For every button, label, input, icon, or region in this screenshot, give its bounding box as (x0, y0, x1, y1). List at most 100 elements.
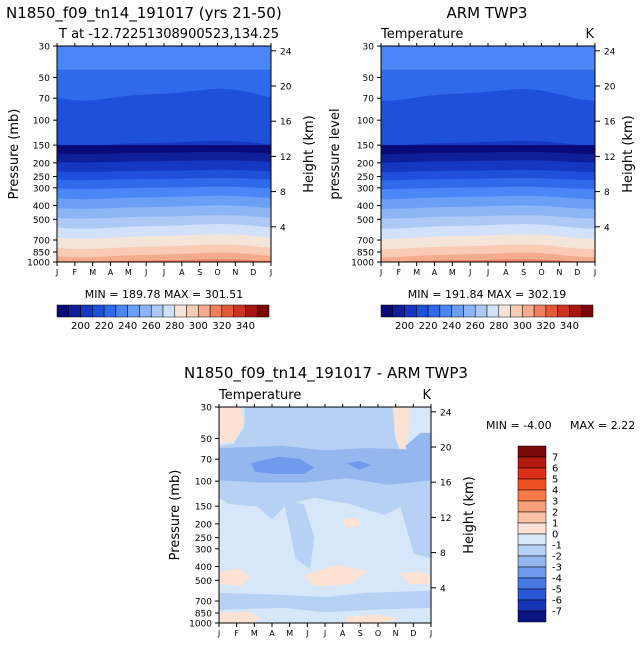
colorbar-swatch (517, 610, 547, 623)
colorbar-swatch (416, 304, 429, 318)
colorbar-label: 6 (552, 464, 558, 475)
y2-tick-label: 12 (604, 153, 615, 163)
x-tick-label: D (250, 268, 256, 277)
contour-band (303, 564, 368, 587)
colorbar-label: 300 (513, 321, 532, 332)
colorbar-swatch (517, 577, 547, 590)
x-tick-label: J (429, 629, 432, 638)
colorbar-label: 240 (442, 321, 461, 332)
panel-diff-stats-max: MAX = 2.22 (570, 419, 635, 432)
colorbar-swatch (439, 304, 452, 318)
x-tick-label: A (340, 629, 346, 638)
panel-diff-contours (219, 407, 431, 623)
y2-tick-label: 12 (280, 153, 291, 163)
x-tick-label: D (574, 268, 580, 277)
y2-tick-label: 24 (604, 47, 616, 57)
y-tick-label: 300 (357, 184, 374, 194)
colorbar-swatch (517, 533, 547, 546)
colorbar-swatch (533, 304, 547, 318)
x-tick-label: M (89, 268, 96, 277)
contour-band (399, 571, 431, 585)
colorbar-label: 260 (142, 321, 161, 332)
colorbar-swatch (517, 500, 547, 513)
panel-diff-ylabel: Pressure (mb) (168, 470, 183, 561)
x-tick-label: A (179, 268, 185, 277)
colorbar-label: 340 (560, 321, 579, 332)
panel-obs-title: ARM TWP3 (447, 4, 528, 22)
contour-band (381, 259, 595, 262)
y-tick-label: 1000 (27, 259, 50, 269)
panel-diff-right-label: K (422, 388, 431, 403)
colorbar-label: -1 (552, 541, 562, 552)
y-tick-label: 850 (357, 248, 374, 258)
y-tick-label: 50 (39, 74, 51, 84)
panel-obs: ARM TWP3 Temperature K J F M A M J J A S O N D J 30 50… (328, 4, 636, 332)
y2-tick-label: 8 (440, 549, 446, 559)
x-tick-label: J (269, 268, 272, 277)
contour-band (392, 407, 410, 451)
colorbar-swatch (517, 588, 547, 601)
x-tick-label: M (286, 629, 293, 638)
y-tick-label: 700 (33, 237, 50, 247)
colorbar-swatch (463, 304, 476, 318)
x-tick-label: F (73, 268, 78, 277)
x-tick-label: M (251, 629, 258, 638)
y2-tick-label: 20 (440, 444, 452, 454)
x-tick-label: J (486, 268, 489, 277)
x-tick-label: M (413, 268, 420, 277)
colorbar-swatch (233, 304, 246, 318)
y-tick-label: 500 (33, 216, 50, 226)
colorbar-swatch (150, 304, 164, 318)
x-tick-label: J (593, 268, 596, 277)
colorbar-swatch (68, 304, 81, 318)
colorbar-label: 220 (95, 321, 114, 332)
colorbar-swatch (162, 304, 176, 318)
y-tick-label: 100 (195, 478, 212, 488)
y2-tick-label: 20 (604, 83, 616, 93)
colorbar-swatch (427, 304, 441, 318)
contour-band (346, 614, 400, 623)
colorbar-label: 200 (71, 321, 90, 332)
colorbar-label: 280 (489, 321, 508, 332)
colorbar-label: -2 (552, 552, 562, 563)
y-tick-label: 200 (357, 159, 374, 169)
y-tick-label: 50 (201, 435, 213, 445)
panel-diff: N1850_f09_tn14_191017 - ARM TWP3 Tempera… (168, 364, 635, 638)
colorbar-swatch (198, 304, 211, 318)
y-tick-label: 30 (363, 43, 375, 53)
y-tick-label: 850 (33, 248, 50, 258)
y-tick-label: 150 (195, 503, 212, 513)
colorbar-label: 300 (189, 321, 208, 332)
x-tick-label: J (55, 268, 58, 277)
y-tick-label: 100 (33, 117, 50, 127)
panel-obs-stats: MIN = 191.84 MAX = 302.19 (408, 288, 566, 301)
panel-model-stats: MIN = 189.78 MAX = 301.51 (85, 288, 243, 301)
colorbar-label: 260 (466, 321, 485, 332)
y-tick-label: 100 (357, 117, 374, 127)
y-tick-label: 30 (201, 404, 213, 414)
colorbar-label: 340 (236, 321, 255, 332)
x-tick-label: J (323, 629, 326, 638)
panel-diff-title: N1850_f09_tn14_191017 - ARM TWP3 (184, 364, 468, 383)
colorbar-label: 220 (419, 321, 438, 332)
y-tick-label: 1000 (189, 620, 212, 630)
colorbar-label: -4 (552, 574, 562, 585)
x-tick-label: M (449, 268, 456, 277)
colorbar-label: 3 (552, 497, 558, 508)
y2-tick-label: 12 (440, 514, 451, 524)
y2-tick-label: 24 (440, 408, 452, 418)
x-tick-label: J (468, 268, 471, 277)
colorbar-swatch (517, 544, 547, 557)
y2-tick-label: 4 (280, 223, 286, 233)
x-tick-label: S (358, 629, 363, 638)
x-tick-label: J (162, 268, 165, 277)
y-tick-label: 70 (201, 456, 213, 466)
y-tick-label: 400 (33, 202, 50, 212)
colorbar-swatch (392, 304, 405, 318)
y2-tick-label: 16 (440, 479, 452, 489)
contour-band (219, 569, 251, 587)
x-tick-label: J (305, 629, 308, 638)
contour-band (282, 497, 315, 569)
